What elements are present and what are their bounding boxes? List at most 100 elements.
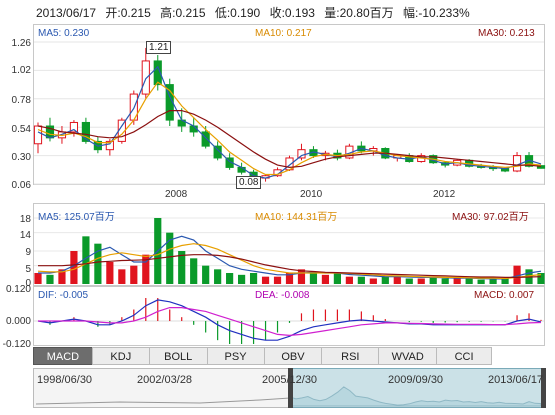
- volume-bar: [321, 274, 330, 284]
- price-xtick: 2012: [433, 189, 456, 200]
- volume-bar: [106, 262, 114, 284]
- price-ma5-label: MA5: 0.230: [38, 28, 90, 39]
- navigator-history-line: [35, 397, 291, 405]
- tab-rsi[interactable]: RSI: [321, 347, 380, 365]
- volume-bar: [429, 276, 437, 284]
- volume-bar: [357, 276, 365, 284]
- candle-body: [141, 60, 150, 95]
- macd-ytick: 0.120: [5, 284, 31, 295]
- price-ma30-line: [37, 110, 542, 169]
- volume-ytick: 18: [19, 214, 31, 225]
- price-ma10-line: [37, 81, 542, 176]
- navigator-date: 1998/06/30: [37, 374, 93, 386]
- volume-bar: [34, 273, 42, 284]
- volume-bar: [381, 276, 389, 284]
- volume-bar: [130, 265, 138, 284]
- volume-bar: [249, 273, 258, 284]
- volume-bar: [190, 258, 198, 284]
- volume-bar: [58, 269, 66, 284]
- quote-info-bar: 2013/06/17 开:0.215 高:0.215 低:0.190 收:0.1…: [36, 4, 476, 21]
- volume-bar: [214, 269, 222, 284]
- macd-dea-label: DEA: -0.008: [255, 290, 310, 301]
- price-ytick: 1.02: [11, 65, 31, 76]
- volume-bar: [309, 273, 318, 284]
- price-ytick: 1.26: [11, 38, 31, 49]
- macd-dea-line: [38, 307, 542, 337]
- macd-value-label: MACD: 0.007: [474, 290, 535, 301]
- macd-dif-label: DIF: -0.005: [38, 290, 89, 301]
- volume-bar: [166, 232, 174, 284]
- volume-ma10-label: MA10: 144.31百万: [255, 212, 338, 223]
- indicator-tabs: MACD KDJ BOLL PSY OBV RSI WVAD CCI: [33, 347, 492, 365]
- candle-body: [536, 165, 546, 169]
- quote-date: 2013/06/17: [36, 6, 97, 20]
- volume-ytick: 14: [19, 230, 31, 241]
- volume-bar: [501, 278, 509, 284]
- price-min-label: 0.08: [236, 176, 262, 189]
- candle-body: [297, 149, 306, 159]
- candle-body: [201, 131, 210, 147]
- volume-bar: [537, 273, 545, 284]
- tab-macd[interactable]: MACD: [33, 347, 93, 365]
- price-ma10-label: MA10: 0.217: [255, 28, 312, 39]
- volume-bar: [489, 279, 497, 284]
- candle-body: [81, 121, 90, 142]
- volume-bar: [285, 273, 294, 284]
- volume-bar: [297, 269, 306, 284]
- tab-psy[interactable]: PSY: [206, 347, 265, 365]
- volume-bar: [345, 276, 353, 284]
- volume-bar: [405, 278, 413, 284]
- tab-wvad[interactable]: WVAD: [378, 347, 438, 365]
- price-ytick: 0.78: [11, 95, 31, 106]
- range-selection[interactable]: [290, 368, 543, 408]
- price-ma30-label: MA30: 0.213: [478, 28, 535, 39]
- volume-bar: [477, 279, 485, 284]
- volume-bar: [178, 251, 186, 284]
- volume-ma30-line: [38, 254, 542, 278]
- macd-ytick: 0.000: [5, 316, 31, 327]
- volume-bar: [369, 278, 377, 284]
- price-ytick: 0.06: [11, 180, 31, 191]
- volume-ma30-label: MA30: 97.02百万: [452, 212, 529, 223]
- macd-panel[interactable]: [33, 286, 545, 346]
- macd-ytick: -0.120: [2, 339, 31, 350]
- range-handle-left[interactable]: [288, 368, 293, 408]
- candle-body: [213, 145, 222, 159]
- volume-bar: [453, 278, 461, 284]
- volume-bar: [202, 265, 210, 284]
- volume-ma5-label: MA5: 125.07百万: [38, 212, 115, 223]
- tab-cci[interactable]: CCI: [436, 347, 492, 365]
- navigator-date: 2009/09/30: [388, 374, 444, 386]
- volume-bar: [333, 273, 341, 284]
- volume-ma10-line: [37, 243, 542, 280]
- candle-body: [69, 121, 79, 133]
- navigator-date: 2002/03/28: [137, 374, 193, 386]
- volume-bar: [393, 276, 401, 284]
- navigator-date: 2013/06/17: [488, 374, 544, 386]
- price-max-label: 1.21: [146, 41, 172, 54]
- quote-open: 开:0.215: [105, 6, 151, 20]
- volume-bar: [273, 276, 282, 284]
- volume-bar: [46, 274, 54, 284]
- price-xtick: 2008: [165, 189, 188, 200]
- candle-body: [105, 140, 114, 151]
- volume-bar: [94, 243, 102, 284]
- price-ytick: 0.30: [11, 152, 31, 163]
- volume-bar: [142, 254, 150, 284]
- range-handle-right[interactable]: [541, 368, 546, 408]
- volume-ytick: 5: [25, 264, 31, 275]
- tab-kdj[interactable]: KDJ: [91, 347, 150, 365]
- volume-ma5-line: [38, 235, 542, 280]
- volume-bar: [118, 269, 126, 284]
- price-xtick: 2010: [300, 189, 323, 200]
- tab-boll[interactable]: BOLL: [148, 347, 208, 365]
- volume-ytick: 0: [25, 278, 31, 289]
- quote-volume: 量:20.80百万: [324, 6, 394, 20]
- volume-bar: [261, 276, 270, 284]
- quote-high: 高:0.215: [160, 6, 206, 20]
- navigator-date: 2005/12/30: [262, 374, 318, 386]
- volume-bar: [238, 274, 246, 284]
- quote-close: 收:0.193: [269, 6, 315, 20]
- price-ytick: 0.54: [11, 124, 31, 135]
